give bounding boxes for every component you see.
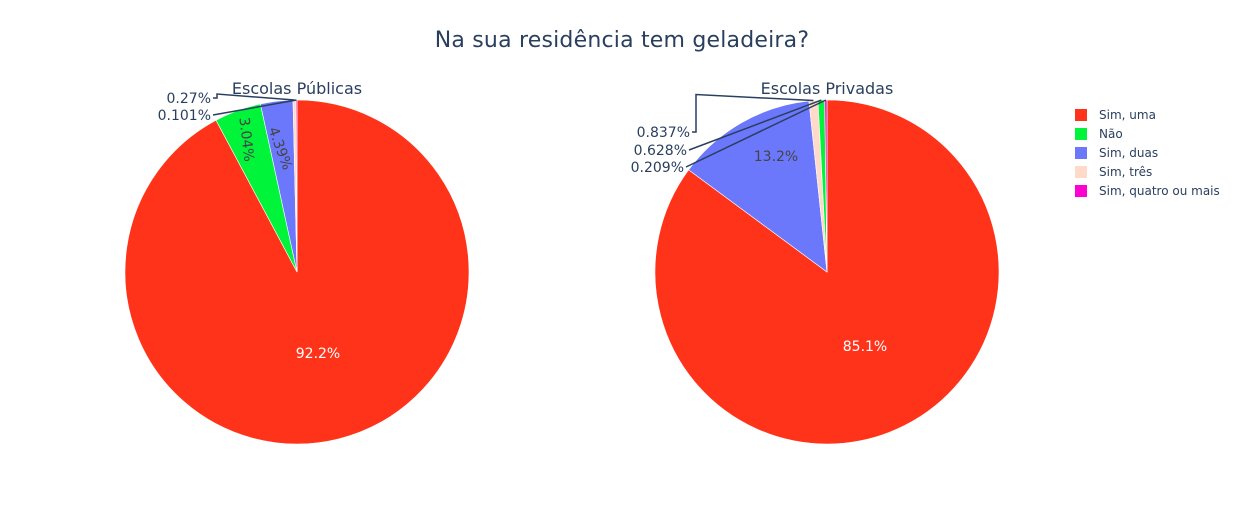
legend-label: Sim, uma (1099, 107, 1156, 122)
chart-title: Na sua residência tem geladeira? (434, 28, 810, 53)
leader-line-publicas-4 (212, 99, 297, 116)
legend-swatch (1075, 165, 1087, 178)
subplot-title-privadas: Escolas Privadas (760, 79, 894, 98)
pie-label-privadas-1: 13.2% (754, 149, 798, 165)
legend-label: Sim, quatro ou mais (1099, 183, 1220, 198)
pie-label-publicas-3: 0.27% (167, 91, 211, 107)
leader-line-privadas-4 (685, 99, 827, 168)
legend-swatch (1075, 127, 1087, 140)
legend: Sim, uma Não Sim, duas Sim, três Sim, quatro… (1075, 105, 1220, 200)
legend-item[interactable]: Não (1075, 124, 1220, 143)
pie-label-publicas-2: 3.04% (235, 116, 256, 162)
legend-swatch (1075, 184, 1087, 197)
pie-slice-privadas-sim-duas (688, 100, 828, 273)
pie-label-privadas-2: 0.837% (637, 125, 690, 141)
legend-swatch (1075, 108, 1087, 121)
pie-label-publicas-0: 92.2% (296, 346, 340, 362)
legend-item[interactable]: Sim, três (1075, 162, 1220, 181)
pie-label-publicas-4: 0.101% (158, 108, 211, 124)
legend-item[interactable]: Sim, quatro ou mais (1075, 181, 1220, 200)
legend-label: Sim, duas (1099, 145, 1159, 160)
pie-label-privadas-0: 85.1% (843, 339, 887, 355)
leader-line-privadas-3 (688, 99, 822, 151)
legend-item[interactable]: Sim, uma (1075, 105, 1220, 124)
leader-line-privadas-2 (692, 93, 814, 133)
subplot-title-publicas: Escolas Públicas (231, 79, 363, 98)
legend-swatch (1075, 146, 1087, 159)
legend-item[interactable]: Sim, duas (1075, 143, 1220, 162)
leader-line-publicas-3 (213, 93, 295, 101)
legend-label: Sim, três (1099, 164, 1153, 179)
pie-label-privadas-4: 0.209% (631, 160, 684, 176)
pie-label-privadas-3: 0.628% (634, 143, 687, 159)
legend-label: Não (1099, 126, 1123, 141)
